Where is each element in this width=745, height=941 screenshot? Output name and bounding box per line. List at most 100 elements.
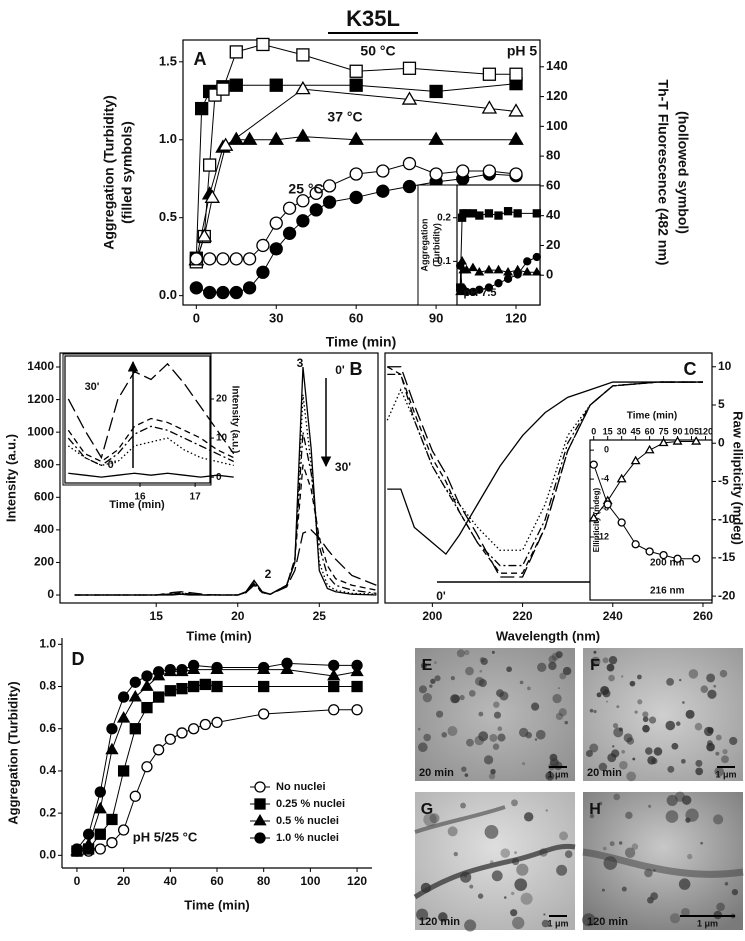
marker bbox=[269, 78, 283, 92]
marker bbox=[254, 832, 266, 844]
marker bbox=[513, 270, 522, 279]
y2-axis-label: Intensity (a.u.) bbox=[229, 386, 240, 454]
marker bbox=[658, 437, 669, 447]
y2-tick-label: 0 bbox=[216, 472, 222, 483]
x-tick-label: 16 bbox=[134, 492, 146, 503]
y-tick-label: 0.2 bbox=[39, 805, 56, 819]
particle bbox=[713, 814, 724, 825]
marker bbox=[199, 678, 211, 691]
particle bbox=[645, 747, 653, 755]
marker bbox=[94, 828, 106, 840]
marker bbox=[630, 455, 641, 465]
y2-tick-label: -15 bbox=[718, 550, 736, 564]
marker bbox=[228, 131, 245, 145]
particle bbox=[714, 766, 724, 777]
annotation: pH 5 bbox=[507, 43, 538, 59]
marker bbox=[188, 659, 200, 672]
particle bbox=[543, 913, 546, 916]
particle bbox=[715, 734, 722, 741]
x-tick-label: 30 bbox=[617, 426, 627, 436]
y2-tick-label: -5 bbox=[718, 474, 729, 488]
marker bbox=[141, 761, 153, 773]
x-tick-label: 200 bbox=[422, 609, 442, 623]
particle bbox=[598, 762, 608, 772]
scale-label: 1 μm bbox=[715, 769, 736, 779]
particle bbox=[435, 710, 444, 718]
x-axis-label: Wavelength (nm) bbox=[496, 628, 600, 643]
particle bbox=[478, 711, 484, 717]
y-tick-label: 0.2 bbox=[437, 212, 451, 223]
particle bbox=[596, 692, 602, 698]
particle bbox=[527, 686, 531, 691]
x-tick-label: 0 bbox=[591, 426, 596, 436]
y-tick-label: 0.0 bbox=[39, 848, 56, 862]
particle bbox=[551, 652, 560, 661]
marker bbox=[152, 666, 165, 678]
particle bbox=[688, 669, 699, 679]
marker bbox=[296, 48, 310, 62]
y-tick-label: 0 bbox=[604, 445, 609, 455]
particle bbox=[450, 676, 455, 681]
particle bbox=[685, 709, 695, 719]
marker bbox=[189, 281, 203, 295]
particle bbox=[707, 689, 717, 699]
marker bbox=[351, 680, 363, 693]
marker bbox=[351, 659, 363, 672]
particle bbox=[489, 733, 498, 742]
particle bbox=[548, 655, 557, 664]
particle bbox=[514, 878, 528, 892]
x-tick-label: 75 bbox=[659, 426, 669, 436]
particle bbox=[707, 727, 714, 734]
y2-tick-label: -10 bbox=[718, 512, 736, 526]
particle bbox=[464, 919, 477, 932]
particle bbox=[706, 742, 715, 752]
particle bbox=[510, 909, 518, 917]
y-axis-label: Aggregation bbox=[419, 219, 429, 272]
marker bbox=[531, 266, 542, 276]
particle bbox=[488, 773, 496, 780]
y2-tick-label: 140 bbox=[546, 58, 568, 73]
particle bbox=[647, 755, 656, 765]
micrograph-label: H bbox=[589, 801, 601, 818]
marker bbox=[199, 718, 211, 731]
marker bbox=[254, 781, 266, 793]
marker bbox=[188, 723, 200, 735]
series-line bbox=[195, 136, 517, 260]
particle bbox=[593, 650, 597, 654]
particle bbox=[479, 669, 483, 673]
x-tick-label: 120 bbox=[505, 310, 527, 325]
marker bbox=[659, 550, 668, 560]
y-tick-label: 0.0 bbox=[159, 287, 177, 302]
particle bbox=[608, 655, 618, 665]
y2-tick-label: 0 bbox=[718, 435, 725, 449]
y2-axis-label: Th-T Fluorescence (482 nm) bbox=[655, 80, 671, 266]
marker bbox=[269, 216, 283, 230]
marker bbox=[328, 659, 340, 672]
marker bbox=[105, 742, 119, 755]
marker bbox=[589, 460, 598, 469]
particle bbox=[679, 678, 682, 682]
x-tick-label: 260 bbox=[693, 609, 713, 623]
particle bbox=[625, 811, 633, 820]
particle bbox=[562, 666, 572, 676]
y-tick-label: 800 bbox=[34, 457, 54, 471]
particle bbox=[731, 888, 739, 896]
marker bbox=[229, 45, 243, 59]
x-tick-label: 45 bbox=[631, 426, 641, 436]
particle bbox=[593, 709, 597, 714]
particle bbox=[557, 687, 560, 690]
y-axis-label: (Turbidity) bbox=[431, 223, 441, 267]
y-axis-label: Intensity (a.u.) bbox=[3, 434, 18, 522]
marker bbox=[295, 80, 311, 95]
marker bbox=[513, 209, 522, 218]
marker bbox=[493, 264, 504, 274]
micrograph bbox=[415, 792, 575, 930]
marker bbox=[484, 209, 494, 218]
fibril bbox=[582, 848, 744, 878]
particle bbox=[514, 851, 517, 855]
x-tick-label: 0 bbox=[74, 874, 81, 888]
x-tick-label: 100 bbox=[300, 874, 320, 888]
y-axis-label: (filled symbols) bbox=[119, 121, 135, 224]
particle bbox=[624, 847, 636, 858]
